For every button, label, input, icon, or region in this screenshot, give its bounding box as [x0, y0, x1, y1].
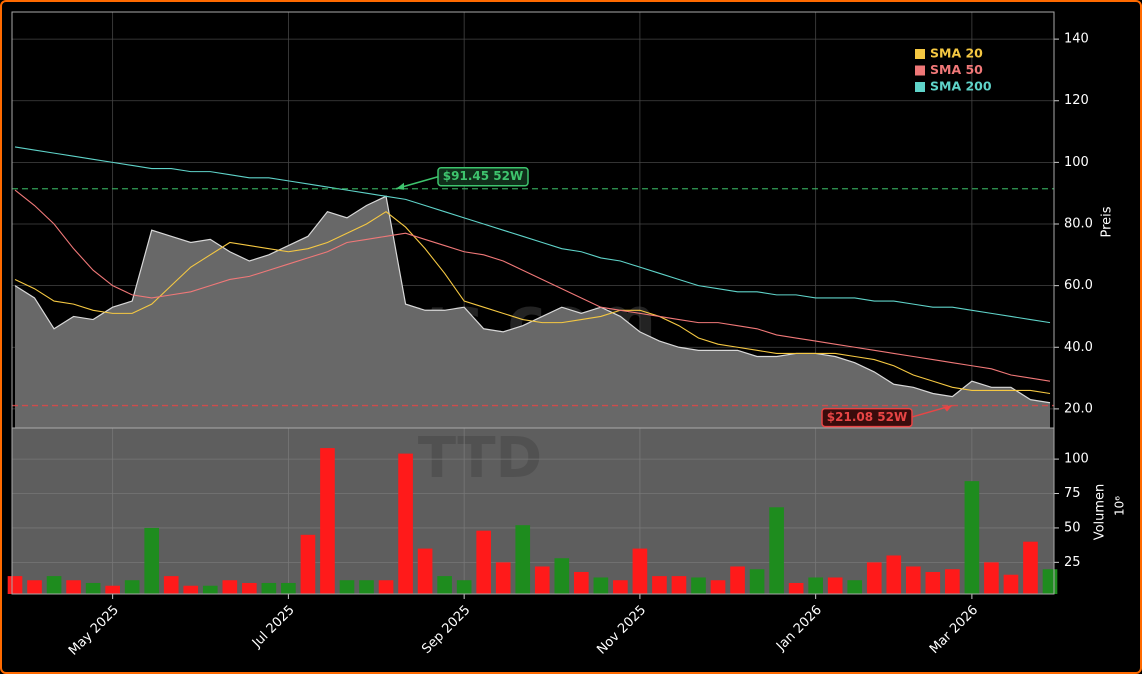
volume-bar: [749, 569, 765, 594]
volume-bar: [456, 580, 472, 594]
volume-bar: [202, 585, 218, 594]
volume-bar: [945, 569, 960, 594]
volume-bar: [905, 566, 921, 594]
volume-bar: [378, 580, 394, 594]
volume-bar: [495, 562, 511, 594]
volume-bar: [554, 558, 570, 594]
volume-axis-label: Volumen: [1093, 484, 1108, 541]
volume-bar: [476, 530, 492, 594]
volume-bar: [613, 580, 628, 594]
volume-bar: [320, 448, 335, 594]
volume-bar: [1042, 569, 1058, 594]
y-tick-label: 20.0: [1064, 401, 1093, 416]
price-area: [15, 196, 1050, 428]
y-tick-label: 50: [1064, 520, 1081, 535]
arrow-head: [396, 182, 404, 190]
volume-bar: [144, 527, 160, 594]
volume-scale-label: 10⁶: [1113, 496, 1127, 516]
y-tick-label: 40.0: [1064, 340, 1093, 355]
volume-bar: [886, 555, 902, 594]
volume-bar: [1003, 574, 1019, 594]
volume-bar: [27, 580, 42, 594]
volume-bar: [222, 580, 238, 594]
x-tick-label: Sep 2025: [419, 603, 473, 657]
legend-label: SMA 200: [930, 79, 992, 94]
annotation-label: $21.08 52W: [827, 410, 907, 424]
legend-label: SMA 20: [930, 46, 983, 61]
volume-bar: [984, 562, 999, 594]
annotation-box: [437, 166, 529, 187]
volume-bar: [632, 548, 648, 594]
y-tick-label: 100: [1064, 452, 1089, 467]
arrow-head: [943, 405, 952, 412]
volume-bar: [573, 571, 589, 594]
y-tick-label: 60.0: [1064, 278, 1093, 293]
sma-line: [14, 211, 1051, 395]
legend-swatch: [915, 82, 925, 92]
volume-bar: [281, 582, 296, 594]
volume-bar: [437, 576, 452, 594]
y-tick-label: 100: [1064, 155, 1089, 170]
volume-bar: [261, 582, 277, 594]
volume-bar: [183, 585, 199, 594]
volume-bar: [769, 507, 784, 594]
volume-bar: [417, 548, 433, 594]
x-tick-label: May 2025: [66, 603, 122, 659]
volume-bar: [652, 576, 667, 594]
volume-bar: [359, 580, 374, 594]
volume-bar: [788, 582, 804, 594]
legend-swatch: [915, 65, 925, 76]
volume-bar: [534, 566, 550, 594]
volume-bar: [593, 577, 609, 594]
volume-bar: [964, 481, 980, 594]
volume-bar: [339, 580, 355, 594]
volume-bar: [691, 577, 706, 594]
volume-bar: [808, 577, 823, 594]
volume-frame: [11, 427, 1055, 595]
volume-bar: [124, 580, 140, 594]
volume-bar: [66, 580, 81, 594]
volume-bar: [398, 453, 413, 594]
volume-bar: [710, 580, 726, 594]
legend-label: SMA 50: [930, 62, 983, 77]
y-tick-label: 25: [1064, 555, 1081, 570]
x-tick-label: Jul 2025: [249, 603, 298, 652]
volume-bar: [85, 582, 101, 594]
volume-bar: [671, 576, 687, 594]
volume-bar: [300, 534, 316, 594]
sma-line: [14, 189, 1051, 382]
volume-bar: [163, 576, 179, 594]
volume-bar: [242, 582, 257, 594]
volume-bar: [730, 566, 745, 594]
y-tick-label: 80.0: [1064, 217, 1093, 232]
x-tick-label: Jan 2026: [773, 603, 825, 655]
sma-line: [14, 146, 1051, 324]
volume-bar: [515, 525, 531, 594]
watermark: TTD: [418, 426, 542, 491]
x-tick-label: Mar 2026: [927, 603, 981, 657]
y-tick-label: 120: [1064, 93, 1089, 108]
volume-bar: [827, 577, 843, 594]
legend-swatch: [915, 49, 925, 59]
x-tick-label: Nov 2025: [594, 603, 649, 658]
annotation-label: $91.45 52W: [443, 169, 523, 183]
volume-bar: [46, 576, 62, 594]
y-tick-label: 140: [1064, 32, 1089, 47]
volume-bar: [105, 585, 120, 594]
volume-bar: [866, 562, 882, 594]
y-axis-label: Preis: [1100, 206, 1115, 237]
volume-bar: [847, 580, 863, 594]
volume-bar: [1023, 541, 1038, 594]
volume-bar: [7, 576, 23, 594]
annotation-box: [821, 407, 913, 428]
volume-bar: [925, 571, 941, 594]
y-tick-label: 75: [1064, 486, 1081, 501]
